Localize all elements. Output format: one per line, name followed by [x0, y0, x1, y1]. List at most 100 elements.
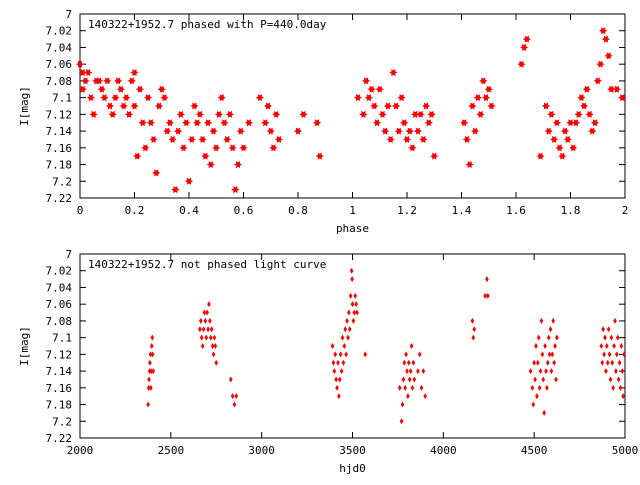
phased-data-point: [130, 69, 139, 77]
phased-data-point: [195, 110, 204, 118]
unphased-data-point: [612, 343, 616, 349]
unphased-x-tick-label: 4000: [430, 444, 457, 457]
phased-data-point: [574, 110, 583, 118]
unphased-data-point: [363, 351, 368, 358]
phased-data-point: [149, 135, 158, 143]
phased-data-point: [582, 85, 591, 93]
phased-data-point: [187, 135, 196, 143]
phased-data-point: [233, 161, 243, 169]
unphased-data-point: [550, 351, 555, 358]
unphased-data-point: [483, 292, 487, 299]
phased-y-tick-label: 7.12: [46, 108, 73, 121]
unphased-data-point: [606, 326, 611, 333]
unphased-chart-title: 140322+1952.7 not phased light curve: [88, 258, 326, 271]
unphased-data-point: [149, 343, 154, 349]
phased-data-point: [522, 35, 531, 43]
phased-data-point: [272, 110, 281, 118]
phased-data-point: [588, 127, 597, 135]
phased-data-point: [78, 69, 87, 77]
phased-data-point: [400, 119, 409, 127]
phased-data-point: [146, 119, 155, 127]
phased-data-point: [560, 127, 570, 135]
unphased-data-point: [406, 393, 410, 400]
unphased-data-point: [234, 393, 239, 400]
unphased-data-point: [338, 351, 343, 358]
unphased-data-point: [605, 359, 610, 366]
unphased-data-point: [536, 334, 541, 341]
unphased-data-point: [407, 376, 412, 383]
unphased-data-point: [549, 368, 554, 375]
phased-data-point: [413, 127, 422, 135]
unphased-data-point: [348, 292, 353, 299]
phased-data-point: [563, 135, 572, 143]
phased-x-tick-label: 0.6: [234, 204, 254, 217]
unphased-data-point: [331, 359, 336, 366]
phased-data-point: [103, 77, 112, 85]
phased-data-point: [244, 119, 254, 127]
unphased-data-point: [347, 309, 351, 316]
unphased-y-tick-label: 7.02: [46, 265, 73, 278]
unphased-data-point: [206, 326, 210, 333]
phased-x-tick-label: 1.4: [452, 204, 472, 217]
phased-data-point: [293, 127, 303, 135]
phased-data-point: [585, 110, 594, 118]
phased-y-tick-label: 7.14: [46, 125, 73, 138]
phased-y-tick-label: 7: [65, 8, 72, 21]
unphased-data-point: [609, 334, 614, 341]
phased-x-tick-label: 1.8: [561, 204, 581, 217]
unphased-data-point: [333, 351, 338, 358]
unphased-data-point: [403, 384, 407, 391]
unphased-x-tick-label: 2000: [67, 444, 94, 457]
phased-data-point: [476, 110, 485, 118]
phased-data-point: [214, 110, 224, 118]
unphased-data-point: [350, 276, 354, 283]
phased-data-point: [362, 77, 371, 85]
unphased-data-point: [534, 343, 538, 349]
phased-x-tick-label: 1: [349, 204, 356, 217]
phased-data-point: [353, 94, 363, 102]
unphased-data-point: [472, 326, 477, 333]
unphased-data-point: [543, 343, 547, 349]
unphased-data-point: [208, 317, 212, 324]
phased-data-point: [157, 85, 166, 93]
phased-data-point: [255, 94, 264, 102]
unphased-data-point: [416, 368, 420, 375]
phased-data-point: [405, 127, 414, 135]
unphased-y-tick-label: 7: [65, 248, 72, 261]
unphased-data-point: [547, 351, 552, 358]
phased-data-point: [580, 102, 589, 110]
unphased-data-point: [535, 393, 539, 400]
phased-y-tick-label: 7.06: [46, 58, 73, 71]
phased-data-point: [381, 127, 390, 135]
phased-data-point: [269, 144, 278, 152]
phased-data-point: [193, 119, 202, 127]
phased-data-point: [225, 110, 234, 118]
unphased-y-axis-label: I[mag]: [18, 326, 31, 366]
phased-data-point: [78, 85, 87, 93]
phased-data-point: [75, 60, 85, 68]
unphased-data-point: [211, 351, 216, 358]
unphased-y-tick-label: 7.2: [52, 415, 72, 428]
phased-x-tick-label: 0.2: [125, 204, 145, 217]
unphased-data-point: [344, 351, 348, 358]
phased-x-tick-label: 0: [77, 204, 84, 217]
unphased-x-tick-label: 5000: [612, 444, 639, 457]
phased-data-point: [124, 110, 134, 118]
unphased-data-point: [622, 351, 626, 358]
unphased-light-curve-panel: 2000 2500 3000 3500 4000 4500 5000 7 7.02 7.04 7.0…: [18, 248, 638, 475]
unphased-data-point: [615, 334, 620, 341]
unphased-y-tick-label: 7.04: [46, 281, 73, 294]
unphased-data-point: [209, 334, 213, 341]
unphased-data-point: [533, 376, 537, 383]
unphased-y-tick-label: 7.16: [46, 382, 73, 395]
unphased-data-point: [230, 393, 235, 400]
phased-data-point: [520, 43, 529, 51]
phased-data-point: [590, 119, 600, 127]
unphased-data-point: [600, 359, 605, 366]
phased-x-tick-label: 0.4: [179, 204, 199, 217]
unphased-data-point: [544, 368, 548, 375]
phased-data-point: [313, 119, 322, 127]
phased-data-point: [479, 77, 488, 85]
phased-data-point: [408, 144, 417, 152]
